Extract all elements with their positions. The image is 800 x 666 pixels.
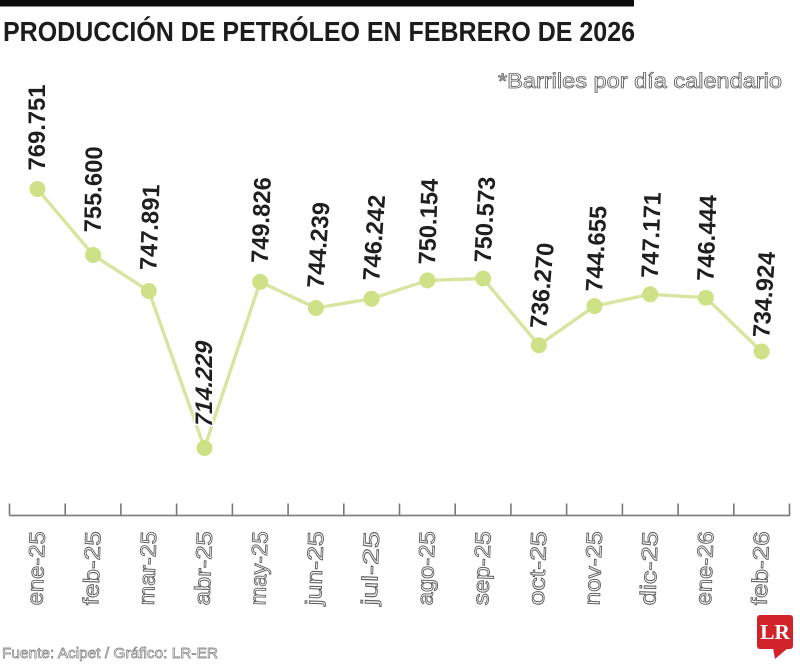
svg-text:mar-25: mar-25 xyxy=(134,531,162,606)
svg-text:*Barriles por día calendario: *Barriles por día calendario xyxy=(498,70,782,93)
svg-text:abr-25: abr-25 xyxy=(190,531,218,606)
svg-text:feb-26: feb-26 xyxy=(747,531,775,606)
svg-text:LR: LR xyxy=(760,620,790,644)
svg-text:PRODUCCIÓN DE PETRÓLEO EN FEBR: PRODUCCIÓN DE PETRÓLEO EN FEBRERO DE 202… xyxy=(3,16,635,47)
svg-text:jun-25: jun-25 xyxy=(301,531,329,607)
svg-text:jul-25: jul-25 xyxy=(357,531,385,607)
svg-text:747.171: 747.171 xyxy=(637,192,667,279)
svg-text:746.242: 746.242 xyxy=(358,194,391,282)
svg-text:769.751: 769.751 xyxy=(24,85,51,171)
svg-text:734.924: 734.924 xyxy=(748,250,781,338)
svg-text:oct-25: oct-25 xyxy=(524,531,552,606)
svg-text:ene-25: ene-25 xyxy=(22,531,50,606)
svg-text:749.826: 749.826 xyxy=(247,177,277,264)
svg-text:ago-25: ago-25 xyxy=(412,531,440,606)
svg-text:nov-25: nov-25 xyxy=(580,531,608,606)
svg-text:746.444: 746.444 xyxy=(693,194,723,282)
svg-text:may-25: may-25 xyxy=(245,531,273,606)
svg-text:750.573: 750.573 xyxy=(470,176,501,263)
svg-text:dic-25: dic-25 xyxy=(635,531,663,606)
svg-text:Fuente: Acipet / Gráfico: LR-E: Fuente: Acipet / Gráfico: LR-ER xyxy=(2,645,218,662)
svg-text:714.229: 714.229 xyxy=(191,337,218,430)
svg-text:feb-25: feb-25 xyxy=(78,531,106,606)
svg-text:736.270: 736.270 xyxy=(525,242,559,330)
svg-text:755.600: 755.600 xyxy=(80,146,108,232)
svg-text:744.655: 744.655 xyxy=(581,205,612,292)
svg-text:747.891: 747.891 xyxy=(135,184,165,271)
svg-text:ene-26: ene-26 xyxy=(691,531,719,606)
svg-text:744.239: 744.239 xyxy=(303,201,336,289)
svg-text:sep-25: sep-25 xyxy=(468,531,496,606)
svg-text:750.154: 750.154 xyxy=(414,178,444,266)
